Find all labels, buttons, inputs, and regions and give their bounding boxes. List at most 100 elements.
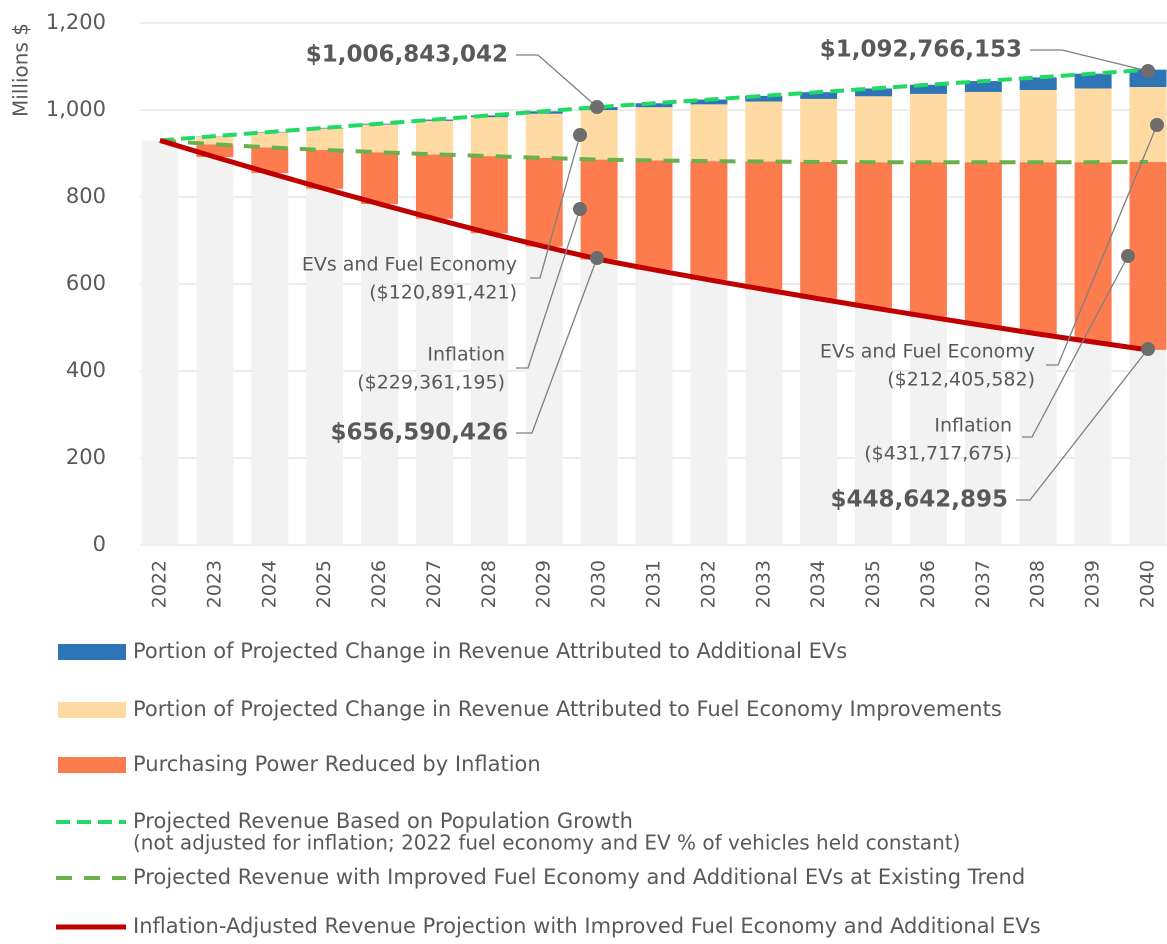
bar-segment <box>361 152 399 204</box>
bar-segment <box>855 88 893 97</box>
base-bar <box>690 279 728 545</box>
x-tick-label: 2033 <box>752 560 774 608</box>
annotation: ($212,405,582) <box>887 369 1035 391</box>
base-bar <box>1019 333 1057 545</box>
bar-segment <box>909 84 947 94</box>
y-axis-label: Millions $ <box>9 23 33 117</box>
bar-segment <box>1074 88 1112 163</box>
bar-segment <box>690 104 728 162</box>
bar-segment <box>525 113 563 158</box>
x-tick-label: 2029 <box>533 560 555 608</box>
leader-line <box>1022 255 1129 438</box>
x-tick-label: 2023 <box>203 560 225 608</box>
bar-segment <box>635 107 673 161</box>
base-bar <box>415 218 453 545</box>
bar-segment <box>470 117 508 157</box>
legend-label: Projected Revenue with Improved Fuel Eco… <box>133 865 1025 889</box>
base-bar <box>141 140 179 545</box>
annotation: $448,642,895 <box>830 487 1008 513</box>
y-tick-label: 800 <box>66 184 106 208</box>
leader-line <box>1046 124 1158 366</box>
x-tick-label: 2032 <box>697 560 719 608</box>
bar-segment <box>745 95 783 102</box>
legend-label: Inflation-Adjusted Revenue Projection wi… <box>133 914 1041 938</box>
x-tick-label: 2034 <box>807 560 829 608</box>
legend-label: Purchasing Power Reduced by Inflation <box>133 752 541 776</box>
bar-segment <box>1074 73 1112 89</box>
x-tick-label: 2030 <box>588 560 610 608</box>
annotation: ($431,717,675) <box>864 443 1012 465</box>
x-tick-label: 2026 <box>368 560 390 608</box>
base-bar <box>470 233 508 546</box>
bar-segment <box>306 127 344 129</box>
bar-segment <box>1019 162 1057 334</box>
annotation: EVs and Fuel Economy <box>820 341 1035 363</box>
leader-line <box>530 134 581 279</box>
bar-segment <box>1129 69 1167 88</box>
x-tick-label: 2024 <box>258 560 280 608</box>
bar-segment <box>251 132 289 148</box>
leader-line <box>516 54 598 108</box>
legend-note: (not adjusted for inflation; 2022 fuel e… <box>133 831 960 855</box>
bar-segment <box>690 161 728 280</box>
x-tick-label: 2027 <box>423 560 445 608</box>
legend-swatch <box>58 702 126 718</box>
bar-segment <box>635 160 673 270</box>
annotation-dot <box>1141 64 1155 78</box>
bar-segment <box>415 154 453 219</box>
annotation: Inflation <box>934 415 1012 437</box>
leader-line <box>516 208 581 369</box>
annotation-dot <box>573 202 587 216</box>
bar-segment <box>1074 162 1112 343</box>
x-tick-label: 2037 <box>972 560 994 608</box>
bar-segment <box>1019 77 1057 90</box>
bar-segment <box>470 156 508 234</box>
annotation-dot <box>1121 249 1135 263</box>
legend-label: Portion of Projected Change in Revenue A… <box>133 639 847 663</box>
x-tick-label: 2035 <box>862 560 884 608</box>
leader-line <box>1030 49 1149 72</box>
annotation: ($229,361,195) <box>357 372 505 394</box>
annotation: $656,590,426 <box>330 420 508 446</box>
bar-segment <box>855 162 893 308</box>
bar-segment <box>196 136 234 145</box>
legend-swatch <box>58 757 126 773</box>
annotation-dot <box>1141 342 1155 356</box>
annotation-dot <box>590 251 604 265</box>
x-tick-label: 2031 <box>643 560 665 608</box>
annotation: $1,006,843,042 <box>306 42 508 68</box>
base-bar <box>745 289 783 545</box>
annotation-dot <box>573 128 587 142</box>
base-bar <box>964 325 1002 545</box>
base-bar <box>635 269 673 545</box>
bar-segment <box>745 101 783 162</box>
bar-segment <box>306 128 344 151</box>
series-line <box>159 138 1149 353</box>
bar-segment <box>306 150 344 189</box>
base-bar <box>1074 342 1112 545</box>
annotation: Inflation <box>427 344 505 366</box>
annotation: $1,092,766,153 <box>820 37 1022 63</box>
x-tick-label: 2036 <box>917 560 939 608</box>
y-tick-label: 0 <box>93 532 106 556</box>
leader-line <box>1016 348 1149 501</box>
bar-segment <box>745 161 783 290</box>
bar-segment <box>1129 162 1167 350</box>
legend-label: Projected Revenue Based on Population Gr… <box>133 809 633 833</box>
base-bar <box>800 298 838 545</box>
series-line <box>159 138 1149 165</box>
annotation: EVs and Fuel Economy <box>302 254 517 276</box>
bar-segment <box>964 162 1002 326</box>
bar-segment <box>800 161 838 299</box>
base-bar <box>855 307 893 545</box>
bar-segment <box>415 120 453 155</box>
bar-segment <box>470 115 508 118</box>
y-tick-label: 1,000 <box>46 97 106 121</box>
bar-segment <box>361 124 399 153</box>
legend-swatch <box>58 644 126 660</box>
base-bar <box>251 173 289 545</box>
y-tick-label: 200 <box>66 445 106 469</box>
y-tick-label: 600 <box>66 271 106 295</box>
bar-segment <box>1019 89 1057 163</box>
